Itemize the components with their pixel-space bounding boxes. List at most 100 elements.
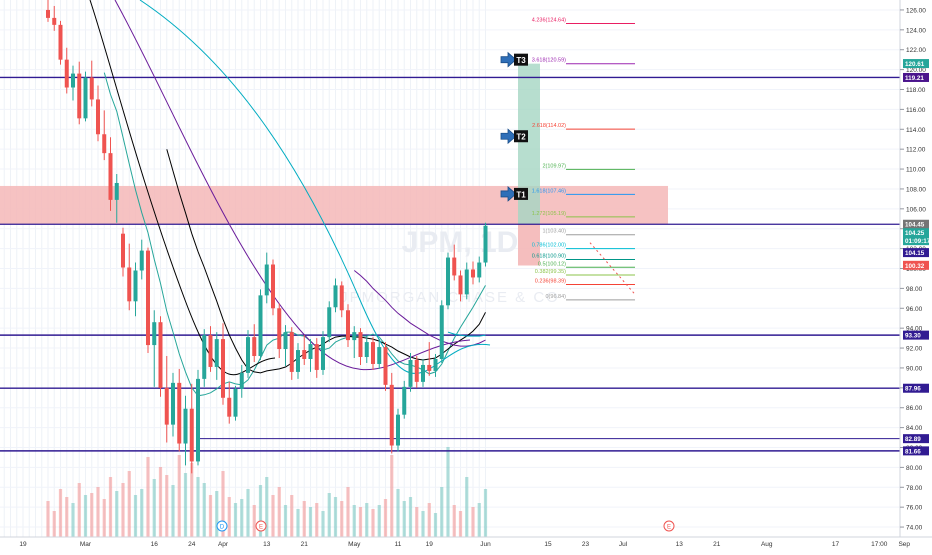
volume-bar (471, 507, 475, 537)
volume-bar (283, 505, 288, 537)
time-tick-label: 21 (713, 541, 721, 548)
price-tick-label: 110.00 (906, 167, 926, 174)
candle-body (277, 308, 282, 350)
fib-level-label: 0(96.84) (546, 294, 567, 300)
candle-body (346, 310, 350, 341)
candle-body (64, 59, 69, 88)
price-tick-label: 114.00 (906, 127, 926, 134)
price-tag-label: 104.45 (905, 222, 925, 229)
time-tick-label: Jun (480, 541, 491, 548)
candle-body (352, 332, 357, 341)
candle-body (158, 322, 163, 388)
candle-body (221, 339, 225, 398)
volume-bar (327, 493, 331, 537)
candle-body (308, 344, 313, 359)
volume-bar (333, 497, 338, 537)
volume-bar (190, 463, 194, 537)
volume-bar (277, 487, 281, 537)
price-tick-label: 80.00 (906, 465, 923, 472)
event-marker-label: D (220, 525, 225, 531)
volume-bar (171, 485, 175, 537)
price-tag (903, 248, 929, 258)
volume-bar (65, 497, 69, 537)
price-tag (903, 446, 929, 456)
candle-body (327, 307, 332, 338)
volume-bar (458, 511, 463, 537)
target-label: T2 (516, 133, 526, 142)
price-tag-label: 81.66 (905, 448, 921, 455)
ticker-watermark: JPM, 1D (402, 226, 519, 259)
volume-bar (296, 509, 300, 537)
candle-body (471, 269, 475, 278)
price-tag-label: 119.21 (905, 75, 924, 82)
event-marker-icon (663, 520, 675, 532)
candle-body (296, 350, 300, 372)
position-loss-zone (518, 224, 540, 266)
fib-level-label: 0.382(99.35) (535, 269, 566, 275)
volume-bar (127, 471, 131, 537)
volume-bar (52, 511, 56, 537)
volume-bar (340, 501, 344, 537)
volume-bar (258, 485, 263, 537)
target-badge (514, 53, 528, 66)
candle-body (58, 24, 63, 60)
fib-level-label: 0.786(102.00) (532, 243, 566, 249)
candle-body (83, 77, 88, 119)
candle-body (196, 378, 200, 462)
volume-bar (321, 511, 325, 537)
time-tick-label: 11 (395, 541, 402, 548)
moving-average-line (114, 0, 471, 371)
volume-bar (308, 507, 313, 537)
candle-body (239, 372, 244, 389)
fib-level-label: 4.236(124.64) (532, 17, 566, 23)
volume-bar (452, 505, 456, 537)
volume-bar (215, 491, 219, 537)
candle-body (339, 285, 344, 311)
candle-body (464, 269, 469, 295)
candle-body (139, 250, 144, 271)
candle-body (396, 414, 400, 446)
price-tick-label: 92.00 (906, 346, 923, 353)
time-axis: 19 Mar 16 24 Apr 13 21 May 11 19 Jun 15 23 Jul 13 21 Aug… (19, 541, 910, 548)
volume-bar (271, 495, 275, 537)
candle-body (421, 364, 425, 382)
price-tag-label: 100.32 (905, 263, 925, 270)
volume-bar (196, 477, 200, 537)
target-arrow-icon (500, 51, 517, 68)
target-label: T1 (516, 190, 526, 199)
volume-bar (352, 505, 356, 537)
volume-bar (208, 495, 213, 537)
price-tick-label: 112.00 (906, 147, 926, 154)
volume-bar (246, 489, 250, 537)
volume-bar (371, 509, 375, 537)
time-tick-label: 21 (301, 541, 309, 548)
candle-body (127, 267, 132, 302)
volume-bar (358, 507, 363, 537)
price-tick-label: 74.00 (906, 525, 923, 532)
volume-bar (71, 503, 75, 537)
price-tick-label: 120.00 (906, 67, 926, 74)
price-tag (903, 228, 929, 238)
volume-bar (252, 505, 256, 537)
time-tick-label: 13 (676, 541, 684, 548)
volume-bar (221, 471, 225, 537)
fib-level-label: 2(109.97) (542, 163, 566, 169)
volume-bar (227, 497, 231, 537)
candle-body (114, 182, 119, 200)
fib-level-label: 3.618(120.59) (532, 58, 566, 64)
volume-bar (390, 455, 394, 537)
price-axis-background (900, 0, 932, 550)
projection-dashed-line (589, 242, 636, 295)
volume-bar (83, 495, 88, 537)
volume-bar (165, 475, 169, 537)
target-badge (514, 187, 528, 200)
candle-body (146, 250, 150, 346)
price-tick-label: 118.00 (906, 87, 926, 94)
candle-body (233, 388, 238, 417)
candle-body (383, 347, 388, 385)
price-tick-label: 98.00 (906, 286, 923, 293)
target-markers: T1 T2 T3 (500, 51, 528, 202)
fib-level-label: 1.272(105.19) (532, 211, 566, 217)
